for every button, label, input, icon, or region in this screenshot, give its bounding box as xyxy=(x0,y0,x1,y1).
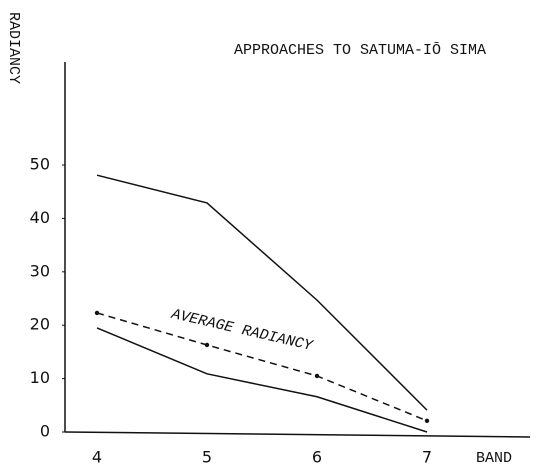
y-tick-label: 30 xyxy=(30,261,50,280)
series-annotation: AVERAGE RADIANCY xyxy=(169,306,315,355)
x-tick-label: 6 xyxy=(312,448,322,467)
point xyxy=(94,310,100,316)
chart-title: APPROACHES TO SATUMA-IŌ SIMA xyxy=(234,42,486,59)
point xyxy=(204,342,210,348)
x-axis-label: BAND xyxy=(476,450,512,467)
y-tick-label: 20 xyxy=(30,315,50,334)
line xyxy=(96,327,428,433)
y-axis-label: RADIANCY xyxy=(5,12,22,84)
y-tick-label: 40 xyxy=(30,208,50,227)
point xyxy=(314,373,320,379)
x-tick-label: 7 xyxy=(422,448,432,467)
y-tick-label: 0 xyxy=(40,422,50,441)
x-tick-label: 5 xyxy=(202,448,212,467)
y-tick-label: 50 xyxy=(30,155,50,174)
y-tick-label: 10 xyxy=(30,368,50,387)
line xyxy=(96,312,428,422)
x-tick-label: 4 xyxy=(92,448,102,467)
line xyxy=(96,174,428,411)
x-axis xyxy=(64,431,531,438)
point xyxy=(424,418,430,423)
